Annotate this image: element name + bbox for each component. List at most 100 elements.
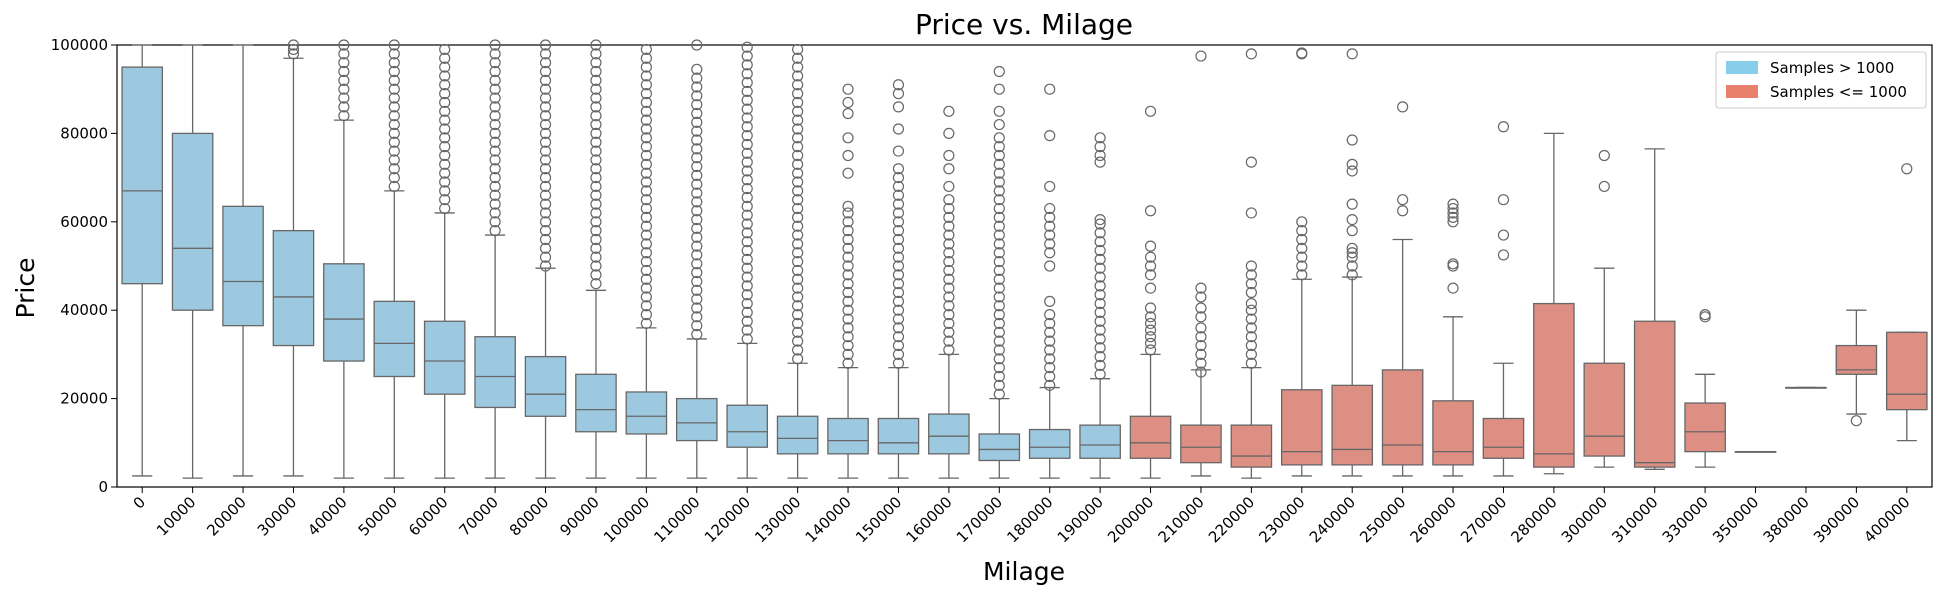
outlier-point	[640, 300, 652, 312]
outlier-point	[1094, 227, 1106, 239]
y-tick-label: 40000	[60, 301, 108, 319]
outlier-point	[691, 99, 703, 111]
outlier-point	[892, 242, 905, 254]
outlier-point	[993, 335, 1005, 347]
outlier-point	[842, 251, 854, 263]
outlier-point	[590, 154, 602, 166]
outlier-point	[388, 172, 400, 184]
outlier-point	[792, 185, 804, 197]
y-tick-label: 80000	[60, 124, 108, 142]
outlier-point	[741, 41, 753, 53]
box-group	[1028, 83, 1071, 479]
outlier-point	[439, 79, 451, 91]
outlier-point	[993, 317, 1005, 330]
box-iqr	[1180, 424, 1222, 464]
outlier-point	[842, 339, 854, 352]
outlier-point	[892, 88, 905, 100]
box-group	[776, 43, 819, 479]
outlier-point	[1144, 205, 1157, 217]
outlier-point	[691, 196, 703, 208]
outlier-point	[892, 207, 905, 219]
outlier-point	[943, 335, 955, 347]
outlier-point	[1497, 249, 1510, 261]
outlier-point	[489, 74, 501, 86]
outlier-point	[1044, 326, 1056, 338]
outlier-point	[691, 152, 703, 164]
outlier-point	[489, 101, 501, 113]
outlier-point	[1447, 198, 1459, 210]
outlier-point	[489, 92, 501, 104]
outlier-point	[792, 88, 804, 100]
outlier-point	[1144, 282, 1157, 294]
outlier-point	[1044, 220, 1056, 232]
outlier-point	[1094, 359, 1106, 372]
box-group	[1482, 121, 1525, 477]
outlier-point	[1346, 251, 1358, 263]
x-tick-label: 390000	[1810, 493, 1863, 546]
box-iqr	[1280, 389, 1323, 466]
x-tick-label: 10000	[153, 493, 199, 539]
x-tick-label: 160000	[902, 493, 955, 546]
outlier-point	[590, 233, 602, 246]
x-axis: 0 10000 20000 30000 40000 50000 60000 70000 8000…	[130, 487, 1914, 546]
outlier-point	[539, 207, 552, 219]
box-group	[1734, 450, 1777, 453]
box-group	[171, 44, 214, 479]
outlier-point	[1195, 348, 1207, 360]
outlier-point	[1144, 317, 1157, 330]
outlier-point	[943, 273, 955, 285]
outlier-point	[691, 187, 703, 199]
outlier-point	[1346, 247, 1358, 259]
outlier-point	[741, 244, 753, 257]
outlier-point	[1195, 50, 1207, 62]
outlier-point	[892, 269, 905, 281]
outlier-point	[741, 262, 753, 274]
outlier-point	[590, 118, 602, 131]
outlier-point	[388, 145, 400, 157]
outlier-point	[842, 269, 854, 281]
x-tick-label: 50000	[355, 493, 401, 539]
outlier-point	[439, 123, 451, 135]
legend-label-gt1000: Samples > 1000	[1770, 59, 1894, 77]
outlier-point	[1094, 213, 1106, 226]
outlier-point	[691, 107, 703, 120]
outlier-point	[943, 247, 955, 259]
chart-title: Price vs. Milage	[915, 8, 1133, 41]
outlier-point	[1094, 218, 1106, 230]
outlier-point	[1245, 357, 1257, 369]
box-group	[1230, 48, 1273, 479]
x-tick-label: 110000	[650, 493, 703, 546]
outlier-point	[943, 220, 955, 232]
outlier-point	[640, 43, 652, 56]
outlier-point	[1245, 304, 1257, 316]
outlier-point	[741, 50, 753, 62]
outlier-point	[1245, 48, 1257, 60]
outlier-point	[640, 96, 652, 109]
outlier-point	[590, 39, 602, 51]
outlier-point	[741, 138, 753, 151]
outlier-point	[1144, 344, 1157, 356]
outlier-point	[741, 112, 753, 124]
outlier-point	[892, 313, 905, 325]
outlier-point	[892, 233, 905, 246]
box-group	[272, 39, 315, 477]
outlier-point	[792, 282, 804, 294]
outlier-point	[691, 143, 703, 155]
outlier-point	[287, 48, 300, 60]
outlier-point	[640, 264, 652, 277]
y-tick-label: 100000	[51, 36, 108, 54]
outlier-point	[1850, 415, 1862, 427]
outlier-point	[590, 136, 602, 148]
outlier-point	[1296, 269, 1308, 281]
x-tick-label: 40000	[304, 493, 350, 539]
legend-frame	[1715, 51, 1927, 109]
box-iqr	[1633, 320, 1676, 468]
outlier-point	[388, 136, 400, 148]
outlier-point	[590, 278, 602, 290]
outlier-point	[439, 185, 451, 197]
outlier-point	[539, 189, 552, 201]
outlier-point	[590, 172, 602, 184]
outlier-point	[539, 233, 552, 246]
outlier-point	[1044, 211, 1056, 223]
box-group	[1331, 48, 1374, 477]
